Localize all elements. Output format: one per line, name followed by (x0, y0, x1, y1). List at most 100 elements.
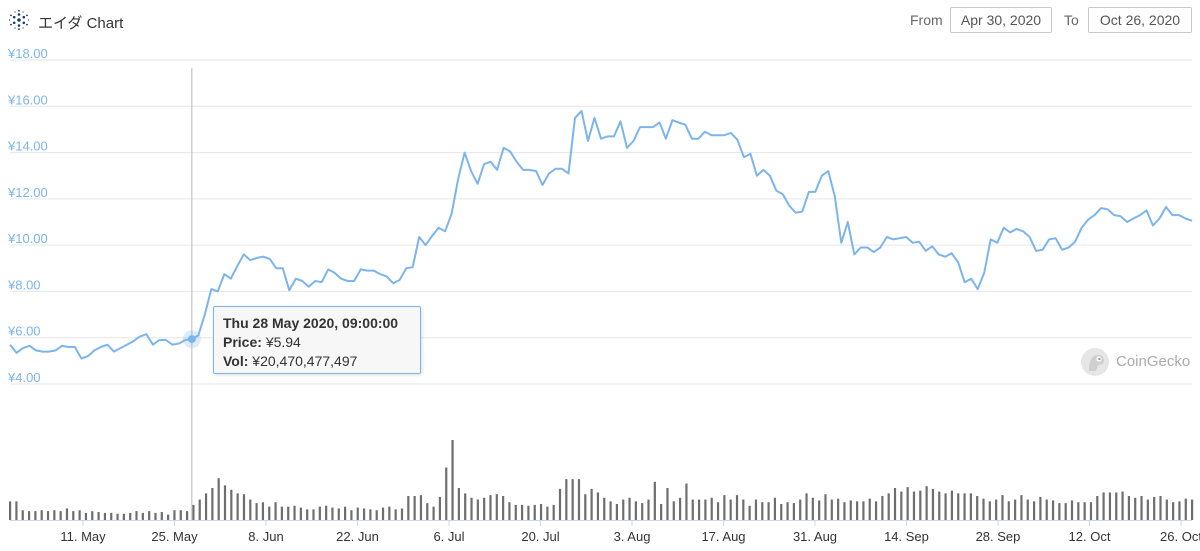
from-date-input[interactable]: Apr 30, 2020 (950, 7, 1052, 33)
volume-bar (9, 501, 12, 520)
y-tick-label: ¥16.00 (7, 92, 48, 107)
volume-bar (217, 478, 220, 520)
volume-bar (110, 512, 113, 520)
volume-bar (944, 493, 947, 520)
volume-bar (1058, 503, 1061, 520)
volume-bar (185, 511, 189, 520)
volume-bar (887, 493, 890, 520)
volume-bar (287, 506, 290, 520)
volume-bar (767, 502, 770, 520)
volume-bar (261, 502, 265, 520)
volume-bar (198, 499, 201, 520)
volume-bar (103, 512, 107, 520)
price-grid (10, 59, 1192, 385)
volume-bar (230, 489, 233, 520)
x-tick-label: 31. Aug (793, 529, 837, 544)
volume-bar (1184, 498, 1187, 520)
volume-bar (912, 491, 916, 520)
volume-bar (868, 498, 871, 520)
tooltip-vol-value: ¥20,470,477,497 (252, 353, 358, 369)
volume-bar (211, 488, 214, 520)
volume-bar (615, 504, 619, 520)
volume-bar (938, 491, 941, 520)
to-date-input[interactable]: Oct 26, 2020 (1088, 7, 1192, 33)
volume-bar (15, 501, 18, 520)
volume-bar (419, 495, 423, 520)
y-tick-label: ¥14.00 (7, 139, 48, 154)
volume-bar (957, 493, 960, 520)
volume-bar (710, 497, 713, 520)
volume-bar (660, 504, 663, 520)
volume-bar (495, 494, 498, 520)
x-tick-label: 14. Sep (884, 529, 929, 544)
volume-bar (609, 501, 612, 520)
volume-bar (312, 509, 315, 520)
volume-bar (837, 498, 840, 520)
volume-bar (407, 496, 410, 520)
volume-bar (666, 488, 669, 520)
cardano-logo-icon (8, 9, 30, 31)
y-tick-label: ¥8.00 (7, 277, 41, 292)
volume-bar (97, 512, 100, 520)
volume-bar (691, 499, 694, 520)
from-label: From (910, 12, 943, 28)
volume-bar (969, 493, 972, 520)
volume-bar (849, 500, 852, 520)
volume-bar (356, 507, 359, 520)
volume-bar (565, 479, 568, 520)
volume-bar (742, 499, 745, 520)
volume-bar (318, 506, 321, 520)
volume-bar (647, 499, 650, 520)
volume-bar (641, 503, 644, 520)
volume-bar (306, 509, 309, 520)
x-axis-ticks: 11. May 25. May 8. Jun 22. Jun 6. Jul 20. Jul… (60, 520, 1200, 544)
volume-bar (1134, 497, 1137, 520)
volume-bar (1153, 496, 1156, 520)
volume-bar (394, 509, 397, 520)
volume-bar (1001, 495, 1004, 520)
volume-bar (603, 497, 606, 520)
volume-bar (400, 508, 404, 520)
volume-bar (362, 508, 366, 520)
volume-bar (792, 503, 795, 520)
y-tick-label: ¥10.00 (7, 231, 48, 246)
volume-bar (274, 502, 277, 520)
volume-bar (350, 510, 353, 520)
volume-bar (634, 501, 637, 520)
volume-bar (426, 503, 429, 520)
volume-bar (299, 507, 302, 520)
volume-bar (148, 511, 151, 520)
volume-bar (1121, 491, 1124, 520)
volume-bar (571, 479, 574, 520)
volume-bar (527, 505, 530, 520)
volume-bar (489, 495, 492, 520)
volume-bar (388, 506, 391, 520)
volume-bar (331, 507, 334, 520)
volume-bar (508, 502, 511, 520)
price-volume-chart[interactable]: ¥4.00 ¥6.00 ¥8.00 ¥10.00 ¥12.00 ¥14.00 ¥16.00 ¥… (0, 44, 1200, 551)
volume-bar (881, 496, 884, 520)
volume-bar (91, 511, 94, 520)
volume-bar (179, 510, 182, 520)
volume-bar (843, 502, 846, 520)
volume-bar (502, 496, 505, 520)
volume-bar (84, 512, 88, 520)
volume-bar (344, 506, 347, 520)
volume-bar (906, 487, 909, 520)
volume-bar (799, 499, 802, 520)
volume-bar (1172, 502, 1175, 520)
volume-bar (59, 511, 62, 520)
volume-bar (381, 507, 385, 520)
volume-bar (893, 488, 897, 520)
volume-bar (1159, 496, 1162, 520)
volume-bar (824, 494, 827, 520)
volume-bar (1089, 502, 1093, 520)
volume-bar (805, 493, 808, 520)
volume-bar (21, 510, 24, 520)
volume-bar (584, 494, 587, 520)
volume-bar (116, 513, 119, 520)
volume-bar (1077, 502, 1080, 520)
volume-bar (1115, 492, 1118, 520)
volume-bar (438, 496, 442, 520)
volume-bar (1178, 501, 1181, 520)
